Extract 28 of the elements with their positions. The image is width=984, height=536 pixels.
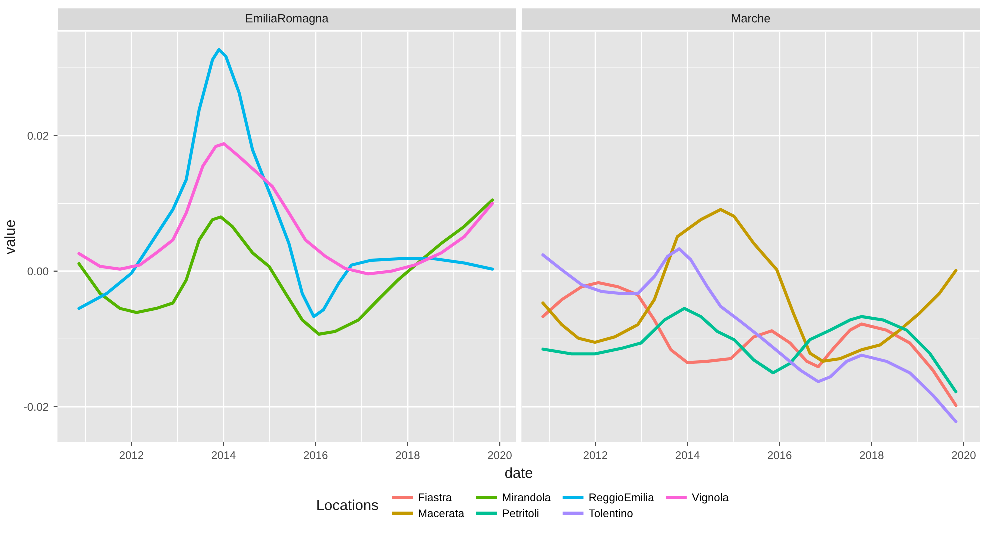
legend-label: Tolentino xyxy=(589,509,633,518)
legend-label: Fiastra xyxy=(419,493,452,502)
line-series xyxy=(78,142,494,276)
legend-label: Macerata xyxy=(419,510,465,518)
legend-label: Petritoli xyxy=(503,509,539,518)
x-tick-label: 2012 xyxy=(120,452,144,460)
legend-label: Vignola xyxy=(692,493,729,504)
line-series xyxy=(78,48,494,318)
x-tick-label: 2016 xyxy=(304,452,328,460)
x-tick-label: 2020 xyxy=(488,452,512,460)
legend-title: Locations xyxy=(318,500,378,510)
y-tick-label: 0.00 xyxy=(28,268,49,276)
x-tick-label: 2018 xyxy=(860,452,884,460)
x-tick-label: 2020 xyxy=(952,452,976,460)
y-tick-label: 0.02 xyxy=(28,132,48,140)
chart-title: Marche xyxy=(732,14,770,23)
x-tick-label: 2012 xyxy=(584,452,608,460)
legend-label: Mirandola xyxy=(503,493,552,502)
x-axis-title: date xyxy=(505,468,533,478)
legend-label: ReggioEmilia xyxy=(590,493,654,504)
y-axis-title: value xyxy=(4,220,16,255)
x-tick-label: 2014 xyxy=(676,452,700,460)
y-tick-label: -0.02 xyxy=(24,403,48,412)
chart-title: EmiliaRomagna xyxy=(246,14,329,26)
x-tick-label: 2016 xyxy=(768,452,792,460)
x-tick-label: 2014 xyxy=(212,452,236,460)
x-tick-label: 2018 xyxy=(396,452,420,460)
line-series xyxy=(78,198,494,336)
